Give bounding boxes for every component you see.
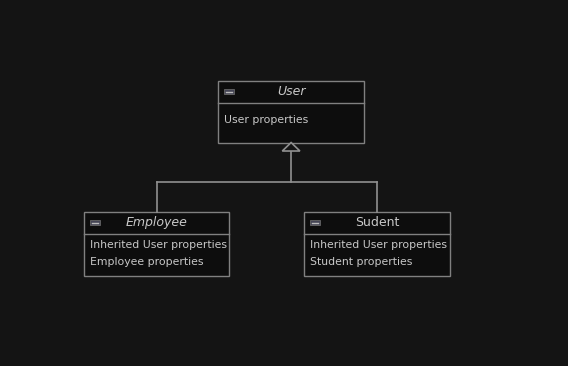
- Bar: [304, 212, 449, 276]
- Polygon shape: [282, 143, 300, 151]
- Text: Inherited User properties: Inherited User properties: [310, 240, 447, 250]
- Text: Inherited User properties: Inherited User properties: [90, 240, 227, 250]
- Text: User: User: [277, 85, 306, 98]
- Bar: [219, 81, 364, 143]
- Text: Student properties: Student properties: [310, 257, 412, 267]
- Text: Sudent: Sudent: [355, 216, 399, 229]
- Text: User properties: User properties: [224, 115, 308, 125]
- Bar: [84, 212, 229, 276]
- Bar: [310, 220, 320, 225]
- Text: Employee: Employee: [126, 216, 188, 229]
- Bar: [224, 89, 234, 94]
- Bar: [90, 220, 99, 225]
- Text: Employee properties: Employee properties: [90, 257, 203, 267]
